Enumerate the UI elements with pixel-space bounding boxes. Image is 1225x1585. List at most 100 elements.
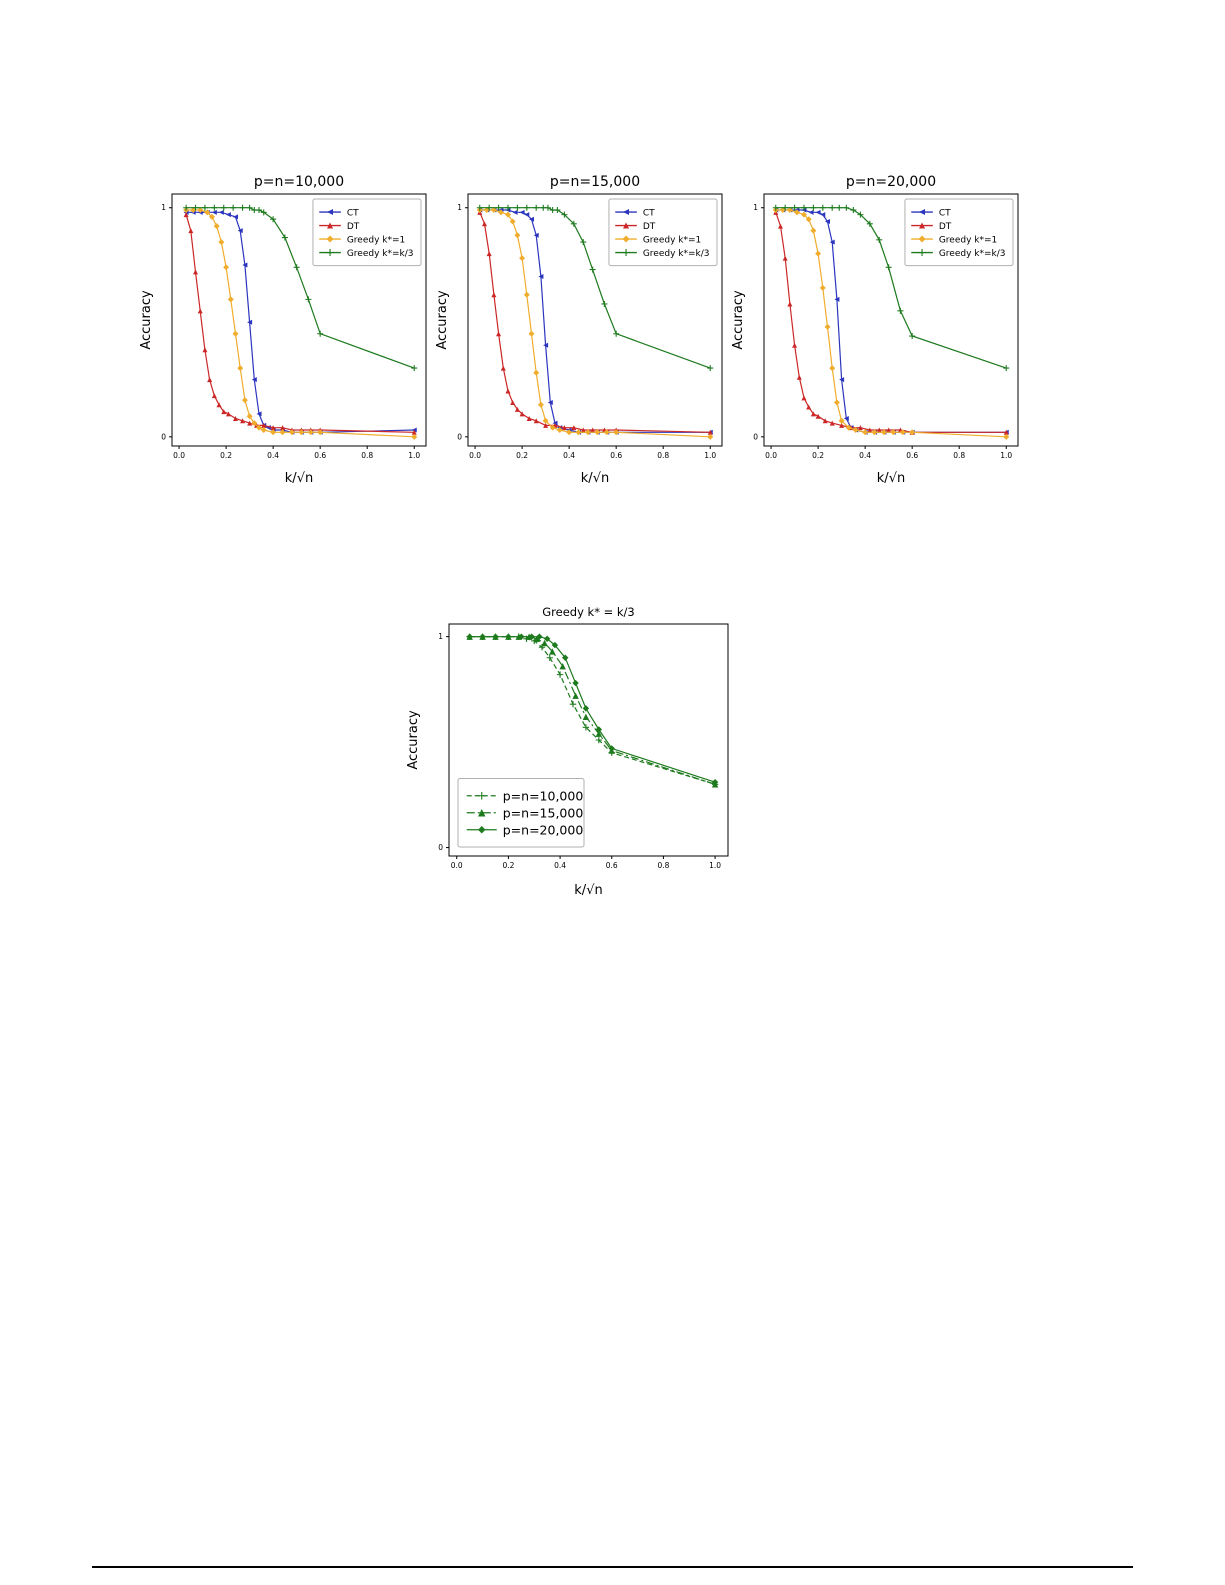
diamond-marker-icon bbox=[227, 296, 234, 303]
tri-left-marker-icon bbox=[233, 214, 238, 220]
plus-marker-icon bbox=[1003, 365, 1010, 372]
plus-marker-icon bbox=[836, 204, 843, 211]
diamond-marker-icon bbox=[1003, 433, 1010, 440]
plus-marker-icon bbox=[561, 211, 568, 218]
tri-up-marker-icon bbox=[327, 222, 334, 229]
tri-left-marker-icon bbox=[247, 319, 253, 325]
diamond-marker-icon bbox=[824, 323, 831, 330]
x-tick-label: 0.2 bbox=[516, 451, 528, 460]
plus-marker-icon bbox=[782, 204, 789, 211]
diamond-marker-icon bbox=[566, 429, 573, 436]
x-tick-label: 1.0 bbox=[408, 451, 420, 460]
plus-marker-icon bbox=[909, 333, 916, 340]
legend: p=n=10,000 p=n=15,000 p=n=20,000 bbox=[457, 778, 585, 848]
diamond-marker-icon bbox=[270, 429, 277, 436]
tri-up-marker-icon bbox=[867, 427, 873, 433]
diamond-marker-icon bbox=[519, 255, 526, 262]
tri-up-marker-icon bbox=[216, 402, 222, 408]
diamond-marker-icon bbox=[478, 826, 486, 834]
plus-marker-icon bbox=[554, 207, 561, 214]
x-axis-label: k/√n bbox=[581, 471, 609, 486]
plus-marker-icon bbox=[201, 204, 208, 211]
x-tick-label: 0.8 bbox=[361, 451, 373, 460]
plus-marker-icon bbox=[478, 792, 486, 800]
tri-left-marker-icon bbox=[919, 209, 926, 216]
tri-up-marker-icon bbox=[810, 411, 816, 417]
y-axis-label: Accuracy bbox=[435, 290, 450, 350]
chart-title: p=n=15,000 bbox=[550, 174, 640, 190]
diamond-marker-icon bbox=[575, 429, 582, 436]
diamond-marker-icon bbox=[204, 209, 211, 216]
plus-marker-icon bbox=[183, 204, 190, 211]
diamond-marker-icon bbox=[326, 235, 334, 243]
diamond-marker-icon bbox=[918, 235, 926, 243]
tri-up-marker-icon bbox=[829, 420, 835, 426]
tri-up-marker-icon bbox=[505, 388, 511, 394]
plus-marker-icon bbox=[246, 204, 253, 211]
tri-up-marker-icon bbox=[559, 662, 566, 670]
diamond-marker-icon bbox=[800, 211, 807, 218]
plus-marker-icon bbox=[707, 365, 714, 372]
tri-left-marker-icon bbox=[327, 209, 334, 216]
chart-panel-greedy-k3: 0.0 0.2 0.4 0.6 0.8 1.0 0 1 Greedy k* = k/3 k/√n A… bbox=[405, 600, 740, 902]
tri-left-marker-icon bbox=[533, 232, 539, 238]
tri-up-marker-icon bbox=[411, 429, 417, 435]
tri-left-marker-icon bbox=[529, 216, 534, 222]
diamond-marker-icon bbox=[260, 426, 267, 433]
diamond-marker-icon bbox=[584, 429, 591, 436]
tri-up-marker-icon bbox=[549, 648, 556, 655]
diamond-marker-icon bbox=[805, 216, 812, 223]
legend-label: Greedy k*=k/3 bbox=[347, 249, 414, 259]
diamond-marker-icon bbox=[845, 424, 852, 431]
tri-up-marker-icon bbox=[543, 422, 549, 428]
tri-up-marker-icon bbox=[481, 221, 487, 227]
legend-label: Greedy k*=1 bbox=[939, 235, 997, 245]
diamond-marker-icon bbox=[528, 330, 535, 337]
tri-up-marker-icon bbox=[707, 429, 713, 435]
tri-up-marker-icon bbox=[580, 427, 586, 433]
y-tick-label: 1 bbox=[438, 632, 443, 641]
tri-left-marker-icon bbox=[808, 209, 814, 215]
diamond-marker-icon bbox=[490, 207, 497, 214]
plus-marker-icon bbox=[476, 204, 483, 211]
tri-left-marker-icon bbox=[242, 262, 248, 268]
tri-up-marker-icon bbox=[886, 427, 892, 433]
x-tick-label: 0.4 bbox=[267, 451, 279, 460]
tri-left-marker-icon bbox=[543, 342, 549, 348]
plus-marker-icon bbox=[270, 216, 277, 223]
x-axis-label: k/√n bbox=[285, 471, 313, 486]
tri-up-marker-icon bbox=[519, 411, 525, 417]
diamond-marker-icon bbox=[819, 284, 826, 291]
x-tick-label: 0.8 bbox=[953, 451, 965, 460]
plus-marker-icon bbox=[582, 724, 590, 731]
tri-left-marker-icon bbox=[251, 377, 257, 383]
diamond-marker-icon bbox=[213, 223, 220, 230]
tri-up-marker-icon bbox=[247, 420, 253, 426]
plus-marker-icon bbox=[239, 204, 246, 211]
diamond-marker-icon bbox=[899, 429, 906, 436]
tri-up-marker-icon bbox=[533, 418, 539, 424]
tri-up-marker-icon bbox=[582, 713, 590, 720]
legend-label: Greedy k*=k/3 bbox=[939, 249, 1006, 259]
plus-marker-icon bbox=[819, 204, 826, 211]
plus-marker-icon bbox=[772, 204, 779, 211]
diamond-marker-icon bbox=[518, 633, 525, 640]
plus-marker-icon bbox=[293, 264, 300, 271]
legend-label: DT bbox=[347, 222, 360, 232]
diamond-marker-icon bbox=[232, 330, 239, 337]
chart-panel-p-n-20000: 0.0 0.2 0.4 0.6 0.8 1.0 0 1 p=n=20,000 k/√n Accura… bbox=[730, 168, 1028, 490]
chart-title: p=n=20,000 bbox=[846, 174, 936, 190]
legend-label: p=n=10,000 bbox=[503, 788, 584, 803]
tri-up-marker-icon bbox=[211, 393, 217, 399]
diamond-marker-icon bbox=[594, 429, 601, 436]
chart-title: p=n=10,000 bbox=[254, 174, 344, 190]
page-bottom-rule bbox=[92, 1566, 1133, 1568]
tri-up-marker-icon bbox=[500, 365, 506, 371]
plus-marker-icon bbox=[411, 365, 418, 372]
legend-label: DT bbox=[643, 222, 656, 232]
x-tick-label: 0.0 bbox=[451, 861, 463, 870]
diamond-marker-icon bbox=[492, 633, 499, 640]
tri-up-marker-icon bbox=[815, 413, 821, 419]
x-tick-label: 0.0 bbox=[173, 451, 185, 460]
plus-marker-icon bbox=[850, 207, 857, 214]
